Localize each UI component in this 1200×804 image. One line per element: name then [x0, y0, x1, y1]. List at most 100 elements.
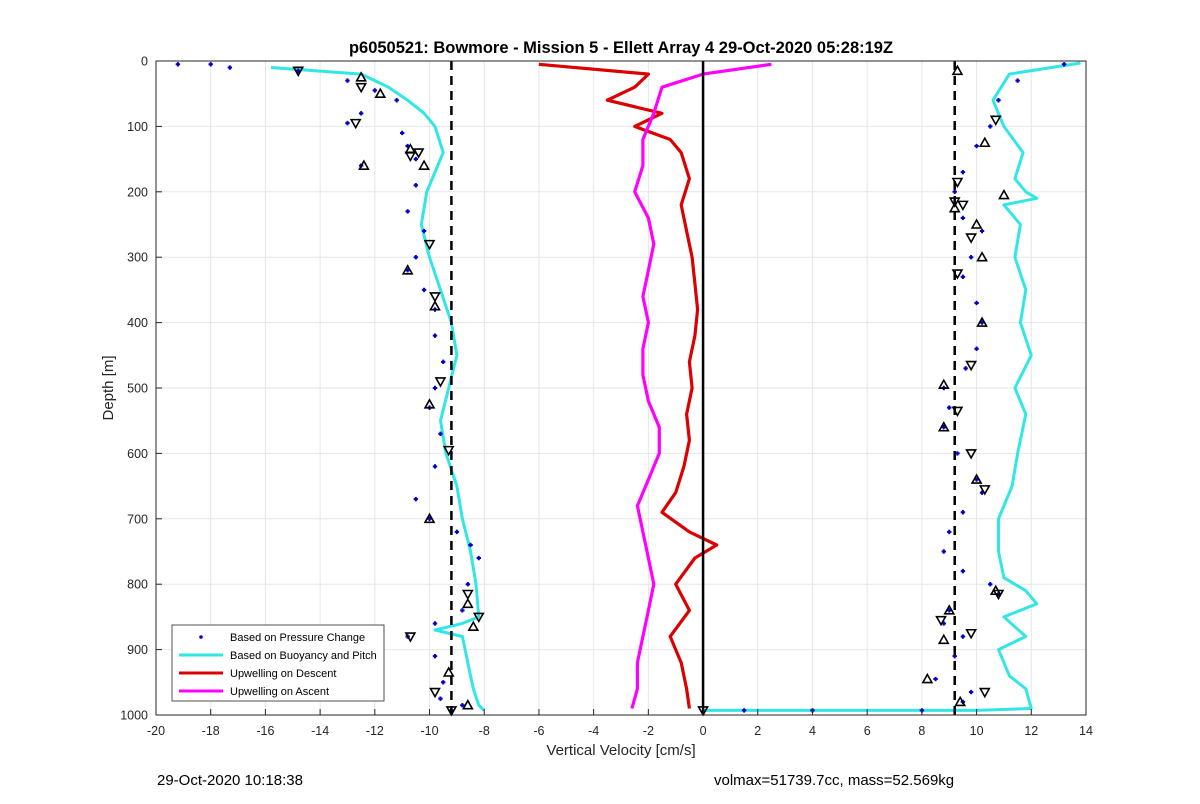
- ascent-marker: [978, 687, 991, 699]
- pressure-change-point: [421, 228, 427, 234]
- x-tick-label: -8: [479, 724, 490, 738]
- pressure-change-point: [399, 130, 405, 136]
- pressure-change-point: [441, 680, 446, 685]
- pressure-change-point: [974, 143, 979, 149]
- y-tick-label: 400: [127, 316, 148, 330]
- pressure-change-point: [968, 689, 974, 695]
- pressure-change-point: [460, 608, 465, 613]
- descent-marker: [292, 66, 305, 77]
- descent-marker: [429, 300, 441, 311]
- descent-marker: [358, 159, 370, 170]
- x-tick-label: 8: [918, 724, 925, 738]
- ascent-marker: [965, 360, 977, 372]
- pressure-change-point: [960, 510, 966, 515]
- pressure-change-point: [963, 366, 968, 371]
- pressure-change-point: [227, 65, 233, 70]
- ascent-marker: [989, 115, 1002, 126]
- y-axis-label: Depth [m]: [100, 355, 117, 420]
- y-tick-label: 800: [127, 578, 148, 592]
- pressure-change-point: [741, 708, 747, 713]
- x-tick-label: 6: [864, 724, 871, 738]
- upwelling-descent-line: [538, 62, 719, 709]
- series-layer: [175, 61, 1081, 713]
- pressure-change-point: [996, 98, 1001, 103]
- x-tick-label: 14: [1079, 724, 1093, 738]
- pressure-change-point: [960, 568, 966, 574]
- pressure-change-point: [432, 385, 438, 391]
- x-tick-label: 4: [809, 724, 816, 738]
- pressure-change-point: [988, 124, 993, 129]
- pressure-change-point: [468, 542, 473, 548]
- marker-layer: [292, 64, 1010, 717]
- pressure-change-point: [372, 88, 378, 93]
- ascent-marker: [978, 136, 991, 148]
- descent-marker: [467, 620, 480, 632]
- descent-marker: [434, 377, 447, 388]
- x-tick-label: 12: [1024, 724, 1038, 738]
- pressure-change-point: [947, 529, 952, 535]
- pressure-change-point: [175, 62, 181, 67]
- descent-marker: [374, 87, 387, 98]
- x-tick-label: 2: [754, 724, 761, 738]
- pressure-change-point: [296, 68, 301, 74]
- descent-marker: [349, 118, 362, 130]
- pressure-change-point: [974, 300, 979, 306]
- pressure-change-point: [421, 287, 427, 293]
- pressure-change-point: [413, 156, 419, 162]
- ascent-marker: [937, 378, 950, 390]
- ascent-marker: [970, 218, 983, 229]
- footer-timestamp: 29-Oct-2020 10:18:38: [157, 772, 303, 789]
- footer-mass-info: volmax=51739.7cc, mass=52.569kg: [714, 772, 955, 789]
- pressure-change-point: [405, 268, 410, 273]
- x-tick-label: -18: [202, 724, 220, 738]
- y-tick-label: 500: [127, 382, 148, 396]
- ascent-marker: [998, 188, 1010, 200]
- pressure-change-point: [960, 634, 966, 639]
- pressure-change-point: [968, 255, 974, 260]
- y-ticks: 0 100 200 300 400 500 600 700 800 900 1000: [120, 55, 162, 723]
- pressure-change-point: [476, 555, 481, 561]
- descent-marker: [472, 612, 485, 624]
- pressure-change-point: [952, 189, 957, 194]
- x-ticks: -20 -18 -16 -14 -12 -10 -8 -6 -4 -2 0 2 4 6 8 10 12 14: [147, 709, 1093, 738]
- y-tick-label: 100: [127, 120, 148, 134]
- descent-marker: [442, 666, 455, 677]
- pressure-change-point: [358, 111, 364, 116]
- pressure-change-point: [974, 477, 979, 482]
- pressure-change-point: [438, 431, 443, 436]
- pressure-change-point: [1015, 78, 1020, 83]
- descent-marker: [404, 632, 417, 643]
- legend: Based on Pressure Change Based on Buoyanc…: [171, 624, 385, 702]
- descent-marker: [461, 597, 474, 609]
- descent-marker: [404, 151, 417, 162]
- ascent-marker: [992, 589, 1005, 601]
- descent-marker: [355, 71, 368, 82]
- pressure-change-point: [941, 425, 946, 430]
- pressure-change-point: [394, 98, 399, 103]
- pressure-change-point: [454, 529, 460, 535]
- descent-marker: [461, 589, 474, 601]
- buoyancy-pitch-line: [703, 61, 1081, 712]
- legend-entry-label: Based on Buoyancy and Pitch: [230, 650, 377, 662]
- descent-marker: [412, 148, 425, 159]
- ascent-marker: [965, 628, 977, 640]
- x-tick-label: -10: [420, 724, 438, 738]
- pressure-change-point: [960, 274, 966, 280]
- descent-marker: [355, 82, 368, 94]
- x-tick-label: -6: [533, 724, 544, 738]
- x-tick-label: -14: [311, 724, 329, 738]
- y-tick-label: 200: [127, 185, 148, 199]
- pressure-change-point: [432, 621, 438, 626]
- y-tick-label: 600: [127, 447, 148, 461]
- descent-marker: [461, 699, 474, 710]
- x-tick-label: -2: [643, 724, 654, 738]
- pressure-change-point: [432, 653, 438, 659]
- ascent-marker: [976, 316, 988, 327]
- ascent-marker: [951, 64, 964, 76]
- y-tick-label: 900: [127, 643, 148, 657]
- ascent-marker: [954, 695, 967, 707]
- y-tick-label: 700: [127, 512, 148, 526]
- x-tick-label: -12: [366, 724, 384, 738]
- descent-marker: [423, 398, 436, 409]
- ascent-marker: [921, 672, 934, 684]
